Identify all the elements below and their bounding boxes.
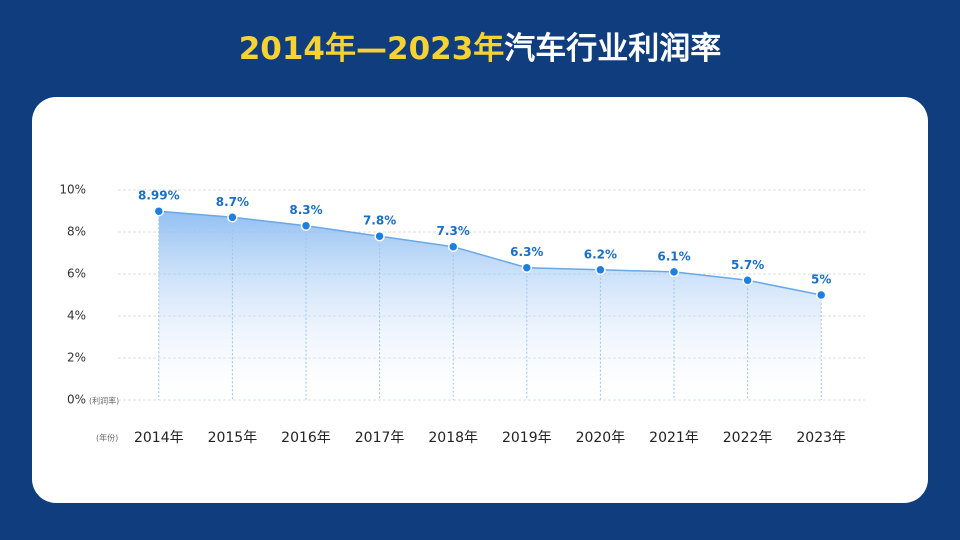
x-tick-label: 2021年 bbox=[649, 430, 699, 446]
y-tick-label: 2% bbox=[67, 351, 86, 365]
point bbox=[742, 275, 753, 286]
x-tick-label: 2017年 bbox=[355, 430, 405, 446]
x-tick-label: 2019年 bbox=[502, 430, 552, 446]
plot: 0% 2% 4% 6% 8% 10% 2014年 2015年 2016年 2017年 2018年 20… bbox=[59, 183, 865, 446]
value-label: 7.3% bbox=[437, 224, 470, 238]
value-label: 6.3% bbox=[510, 245, 543, 259]
x-tick-label: 2014年 bbox=[134, 430, 184, 446]
y-tick-label: 10% bbox=[59, 183, 86, 197]
value-label: 8.99% bbox=[138, 189, 180, 203]
y-tick-label: 6% bbox=[67, 267, 86, 281]
point bbox=[300, 220, 312, 231]
y-tick-label: 4% bbox=[67, 309, 86, 323]
value-label: 8.3% bbox=[289, 203, 322, 217]
value-label: 6.1% bbox=[657, 249, 690, 263]
value-label: 8.7% bbox=[216, 195, 249, 209]
point bbox=[374, 230, 385, 242]
y-axis-label: (利润率) bbox=[89, 396, 119, 406]
x-tick-label: 2022年 bbox=[723, 430, 773, 446]
line bbox=[158, 210, 822, 296]
y-tick-label: 0% bbox=[67, 393, 86, 407]
point bbox=[227, 212, 238, 223]
title-main: 汽车行业利润率 bbox=[504, 31, 721, 67]
title-highlight: 2014年—2023年 bbox=[239, 31, 505, 67]
x-tick-label: 2018年 bbox=[428, 430, 478, 446]
x-axis-label: (年份) bbox=[96, 433, 118, 443]
x-tick-label: 2015年 bbox=[208, 430, 258, 446]
x-tick-label: 2023年 bbox=[796, 430, 846, 446]
value-label: 6.2% bbox=[584, 247, 617, 261]
area bbox=[158, 211, 822, 400]
point bbox=[815, 289, 827, 301]
point bbox=[447, 241, 459, 252]
point bbox=[668, 266, 680, 278]
value-label: 5% bbox=[811, 273, 831, 287]
x-tick-label: 2020年 bbox=[576, 430, 626, 446]
value-label: 7.8% bbox=[363, 214, 396, 228]
point bbox=[595, 264, 606, 276]
y-tick-label: 8% bbox=[67, 225, 86, 239]
chart-title: 2014年—2023年汽车行业利润率 bbox=[239, 31, 722, 67]
point bbox=[153, 205, 165, 217]
point bbox=[521, 262, 533, 273]
x-tick-label: 2016年 bbox=[281, 430, 331, 446]
value-label: 5.7% bbox=[731, 258, 764, 272]
